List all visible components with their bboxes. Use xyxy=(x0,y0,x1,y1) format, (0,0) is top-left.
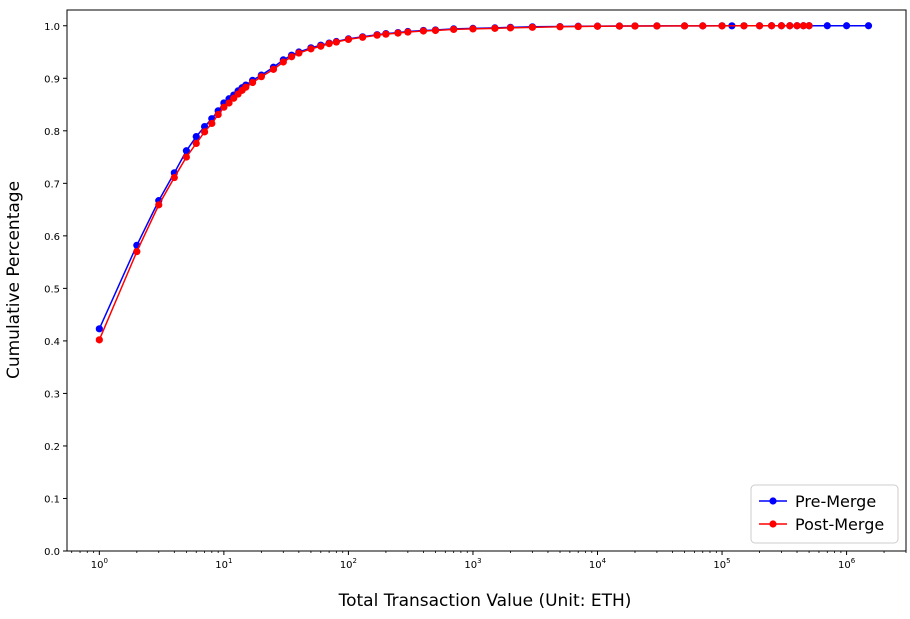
data-point xyxy=(208,119,216,128)
y-tick-label: 0.1 xyxy=(44,494,60,505)
data-point xyxy=(450,25,458,34)
y-tick-label: 0.8 xyxy=(44,127,60,138)
data-point xyxy=(777,22,786,30)
axes-layer: 0.0 0.1 0.2 0.3 0.4 0.5 0.6 0.7 0.8 0.9 1.0 100 101 1… xyxy=(44,22,907,571)
data-point xyxy=(192,132,200,141)
data-point xyxy=(332,38,340,46)
data-point xyxy=(325,40,333,48)
y-tick-label: 0.4 xyxy=(44,337,60,348)
series-layer xyxy=(95,22,873,344)
data-point xyxy=(740,22,748,30)
legend: Pre-Merge Post-Merge xyxy=(750,484,899,544)
data-point xyxy=(506,24,515,32)
data-point xyxy=(615,22,624,30)
data-point xyxy=(170,173,178,182)
data-point xyxy=(718,22,726,30)
y-tick-label: 0.3 xyxy=(44,389,60,400)
legend-marker xyxy=(769,520,777,528)
data-point xyxy=(823,22,831,30)
data-point xyxy=(182,147,190,155)
x-tick-label: 104 xyxy=(589,557,607,571)
y-tick-label: 1.0 xyxy=(44,22,60,33)
data-point xyxy=(200,123,209,131)
data-point xyxy=(373,31,381,39)
data-point xyxy=(593,22,602,30)
data-point xyxy=(155,201,163,209)
data-point xyxy=(419,27,427,35)
legend-box xyxy=(750,484,899,544)
data-point xyxy=(182,153,190,161)
y-tick-label: 0.5 xyxy=(44,284,60,295)
x-axis-label: Total Transaction Value (Unit: ETH) xyxy=(338,591,632,611)
x-tick-label: 102 xyxy=(340,557,357,571)
data-point xyxy=(95,336,103,344)
data-point xyxy=(680,22,689,30)
plot-area-border xyxy=(66,9,907,552)
data-point xyxy=(95,325,103,333)
data-point xyxy=(295,49,303,57)
legend-label: Post-Merge xyxy=(795,515,884,534)
series-line xyxy=(98,25,810,341)
series-pre-merge xyxy=(95,22,873,333)
data-point xyxy=(359,33,367,41)
data-point xyxy=(192,139,200,148)
y-tick-label: 0.7 xyxy=(44,179,60,190)
data-point xyxy=(491,24,499,32)
series-post-merge xyxy=(95,22,813,344)
x-tick-label: 100 xyxy=(91,557,108,571)
data-point xyxy=(574,22,582,31)
data-point xyxy=(469,25,477,33)
data-point xyxy=(786,22,794,30)
data-point xyxy=(242,83,250,91)
data-point xyxy=(404,28,412,36)
data-point xyxy=(699,22,707,30)
data-point xyxy=(382,30,390,38)
data-point xyxy=(214,110,222,119)
legend-label: Pre-Merge xyxy=(795,492,876,511)
data-point xyxy=(805,22,813,30)
y-tick-label: 0.9 xyxy=(44,74,60,85)
x-tick-label: 101 xyxy=(215,557,232,571)
data-point xyxy=(257,73,265,81)
data-point xyxy=(269,65,278,73)
plot-frame xyxy=(66,9,907,552)
data-point xyxy=(133,248,141,256)
data-point xyxy=(842,22,851,30)
data-point xyxy=(653,22,661,30)
y-axis-label: Cumulative Percentage xyxy=(4,181,24,379)
x-tick-label: 106 xyxy=(838,557,856,571)
data-point xyxy=(225,99,233,107)
data-point xyxy=(528,23,536,31)
data-point xyxy=(279,58,287,66)
data-point xyxy=(768,22,776,30)
data-point xyxy=(755,22,764,30)
data-point xyxy=(431,26,440,35)
x-tick-label: 103 xyxy=(464,557,481,571)
data-point xyxy=(200,128,209,136)
legend-entry: Post-Merge xyxy=(759,515,884,534)
data-point xyxy=(344,35,353,44)
data-point xyxy=(793,22,801,30)
data-point xyxy=(220,103,228,111)
y-tick-label: 0.0 xyxy=(44,547,60,558)
data-point xyxy=(556,23,564,31)
legend-entry: Pre-Merge xyxy=(759,492,876,511)
data-point xyxy=(288,53,296,61)
data-point xyxy=(864,22,873,30)
x-tick-label: 105 xyxy=(713,557,730,571)
data-point xyxy=(394,29,402,37)
y-tick-label: 0.2 xyxy=(44,442,60,453)
series-line xyxy=(98,25,869,330)
y-tick-label: 0.6 xyxy=(44,232,60,243)
data-point xyxy=(307,45,315,53)
data-point xyxy=(799,22,807,30)
data-point xyxy=(248,78,257,87)
data-point xyxy=(317,42,325,50)
legend-marker xyxy=(769,497,777,505)
data-point xyxy=(631,22,639,30)
